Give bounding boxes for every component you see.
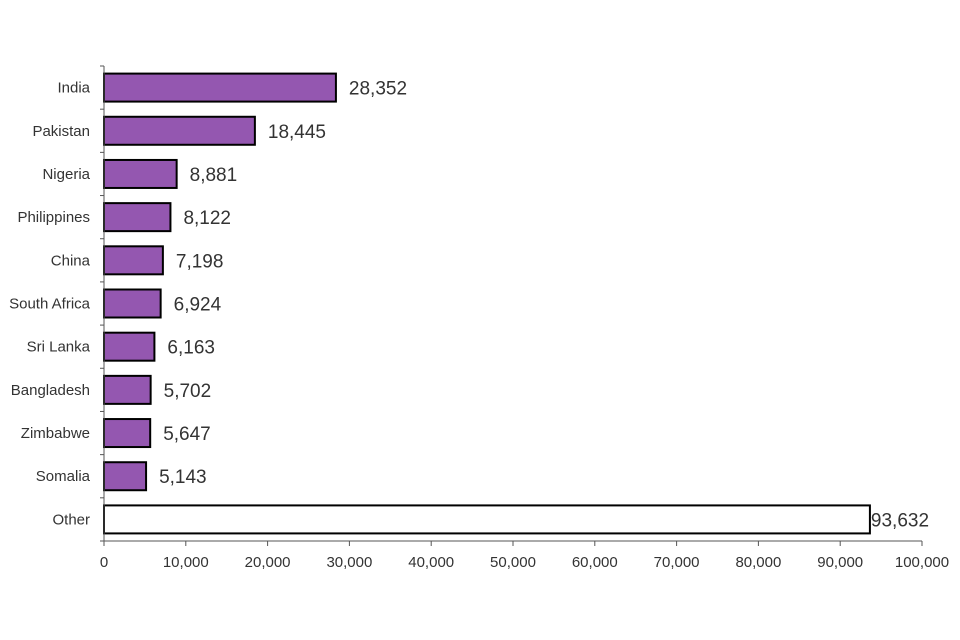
bars-group	[103, 72, 871, 535]
bar-india	[103, 72, 337, 103]
value-label-bangladesh: 5,702	[164, 381, 212, 402]
value-label-other: 93,632	[871, 510, 929, 531]
x-tick-label: 0	[100, 554, 108, 571]
bar-philippines	[103, 202, 172, 233]
axes-group: 0 10,000 20,000 30,000 40,000 50,000 60,000 70,…	[100, 65, 949, 571]
x-tick-label: 40,000	[408, 554, 454, 571]
category-label-bangladesh: Bangladesh	[11, 382, 90, 399]
category-label-south-africa: South Africa	[9, 296, 91, 313]
x-tick-label: 100,000	[895, 554, 949, 571]
value-label-somalia: 5,143	[159, 467, 207, 488]
value-label-china: 7,198	[176, 251, 224, 272]
value-label-sri-lanka: 6,163	[167, 338, 215, 359]
x-tick-label: 20,000	[245, 554, 291, 571]
value-label-pakistan: 18,445	[268, 122, 326, 143]
category-label-sri-lanka: Sri Lanka	[27, 339, 91, 356]
category-labels: India Pakistan Nigeria Philippines China Sout…	[9, 80, 91, 529]
bar-nigeria	[103, 158, 178, 189]
x-tick-label: 80,000	[735, 554, 781, 571]
x-tick-label: 90,000	[817, 554, 863, 571]
value-labels: 28,352 18,445 8,881 8,122 7,198 6,924 6,163 5,7…	[159, 79, 929, 532]
category-label-other: Other	[52, 511, 90, 528]
value-label-zimbabwe: 5,647	[163, 424, 211, 445]
bar-zimbabwe	[103, 418, 152, 449]
category-label-pakistan: Pakistan	[32, 123, 90, 140]
x-tick-label: 30,000	[326, 554, 372, 571]
x-tick-label: 10,000	[163, 554, 209, 571]
category-label-philippines: Philippines	[17, 209, 90, 226]
category-label-india: India	[57, 80, 90, 97]
category-label-somalia: Somalia	[36, 468, 91, 485]
bar-somalia	[103, 461, 148, 492]
value-label-philippines: 8,122	[183, 208, 231, 229]
x-tick-label: 50,000	[490, 554, 536, 571]
category-label-nigeria: Nigeria	[42, 166, 90, 183]
category-label-china: China	[51, 252, 91, 269]
bar-other	[103, 504, 871, 535]
bar-china	[103, 245, 164, 276]
value-label-india: 28,352	[349, 79, 407, 100]
x-tick-label: 60,000	[572, 554, 618, 571]
bar-south-africa	[103, 288, 162, 319]
value-label-nigeria: 8,881	[190, 165, 238, 186]
value-label-south-africa: 6,924	[174, 295, 222, 316]
category-label-zimbabwe: Zimbabwe	[21, 425, 90, 442]
bar-pakistan	[103, 115, 256, 146]
bar-bangladesh	[103, 374, 152, 405]
bar-sri-lanka	[103, 331, 156, 362]
x-tick-label: 70,000	[654, 554, 700, 571]
